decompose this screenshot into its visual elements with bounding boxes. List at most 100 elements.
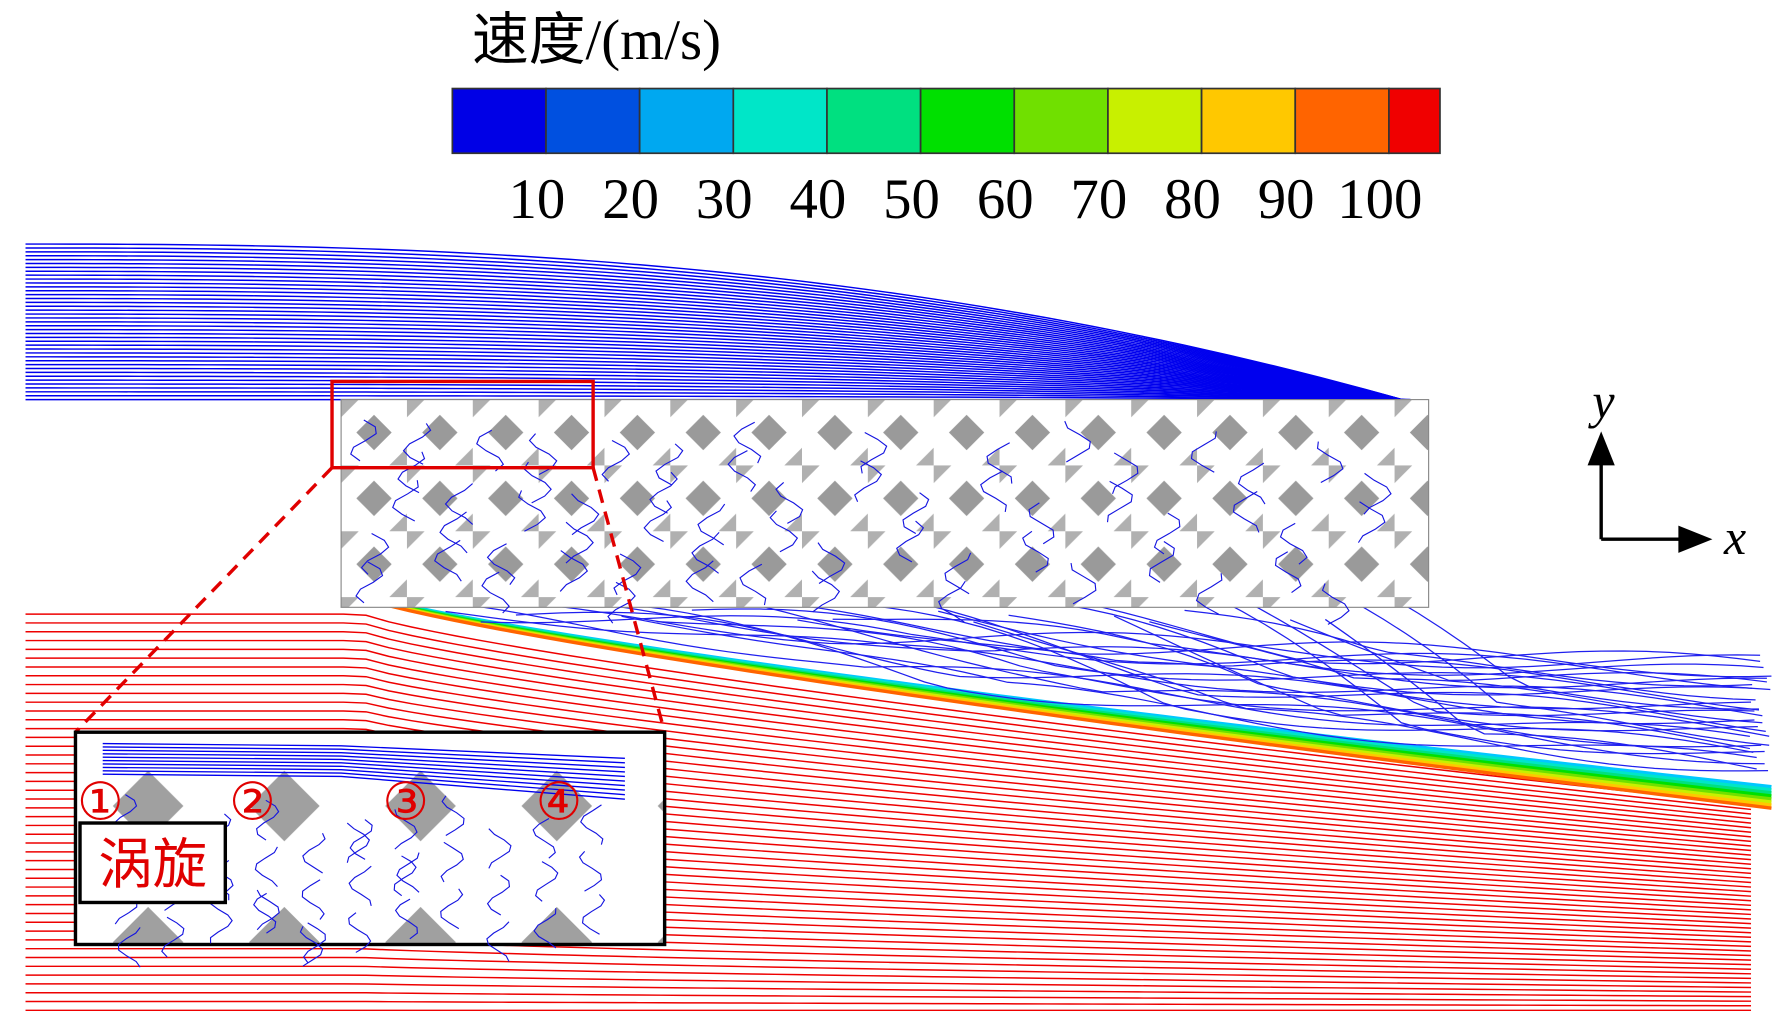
streamline [902,492,930,535]
streamline [643,500,673,542]
streamline [25,379,1411,401]
streamline [532,817,556,859]
streamline [1028,502,1055,545]
streamline [685,560,714,603]
streamline [396,852,420,893]
colorbar-tick: 10 [509,168,566,231]
streamline [253,892,277,934]
x-label: x [1723,509,1746,565]
streamline [1395,599,1759,710]
streamline [551,600,1755,725]
streamline [1043,600,1771,696]
streamline [102,759,625,782]
streamline [441,795,465,836]
colorbar-tick: 50 [883,168,940,231]
streamline [649,471,678,514]
marker: ② [229,774,276,832]
streamline [1360,605,1770,746]
streamline [25,262,1411,403]
streamline [394,898,418,940]
streamline [393,855,417,897]
streamline [302,922,326,963]
streamline [439,511,468,554]
colorbar-tick: 30 [696,168,753,231]
streamline [854,460,883,502]
streamline [25,683,1752,843]
streamline [1148,541,1175,583]
streamline [697,503,726,546]
streamline [25,710,1752,856]
streamline [1279,522,1308,565]
colorbar-tick: 60 [977,168,1034,231]
streamline [25,254,1411,403]
streamline [25,301,1411,402]
streamline [25,363,1411,401]
lattice-block [340,399,1430,608]
streamline [25,356,1411,401]
streamline [25,243,1411,403]
colorbar-segment [1294,87,1390,155]
colorbar-tick: 40 [790,168,847,231]
streamline [25,305,1411,402]
streamline [25,297,1411,402]
streamline [1357,501,1386,543]
streamline [486,921,510,962]
streamline [691,532,720,574]
streamline [444,483,474,525]
axes-icon: y x [1587,373,1746,565]
streamline [656,621,1770,737]
streamline [402,423,432,465]
streamline [375,599,1761,669]
streamline [363,596,1772,810]
colorbar-segment [732,87,828,155]
streamline [25,675,1752,838]
streamline [346,822,371,863]
streamline [581,894,606,935]
streamline [613,553,642,596]
streamline [440,841,464,883]
streamline [440,888,464,930]
streamline [25,719,1752,861]
streamline [25,278,1411,403]
streamline [896,520,925,563]
streamline [1153,512,1181,555]
streamline [397,451,426,494]
streamline [25,258,1411,403]
streamline [25,313,1411,402]
streamline [860,432,888,474]
streamline [102,773,625,800]
streamline [25,266,1411,403]
colorbar-segment [826,87,922,155]
streamline [1112,452,1139,495]
streamline [1078,601,1761,665]
colorbar: 10 20 30 40 50 60 70 80 90 100 [451,87,1441,231]
colorbar-tick: 20 [602,168,659,231]
streamline [301,879,325,920]
streamline [392,480,419,522]
streamline [209,903,233,944]
streamline [25,359,1411,401]
streamline [515,611,1765,765]
streamline [1254,605,1755,717]
streamline [727,450,757,492]
streamline [25,286,1411,403]
streamline [867,604,1754,753]
streamline [1008,614,1758,732]
streamline [117,927,141,968]
streamline [1324,618,1757,770]
colorbar-tick: 90 [1258,168,1315,231]
streamline [691,608,1760,711]
streamline [739,563,767,606]
streamline [102,766,625,791]
streamline [254,846,278,887]
streamline [25,692,1752,847]
streamline [302,833,326,874]
colorbar-segment [1107,87,1203,155]
streamline [1232,491,1260,533]
streamline [1064,420,1091,463]
streamline [360,533,390,575]
streamline [25,991,1752,1002]
streamline [565,521,594,564]
streamline [25,1000,1752,1007]
